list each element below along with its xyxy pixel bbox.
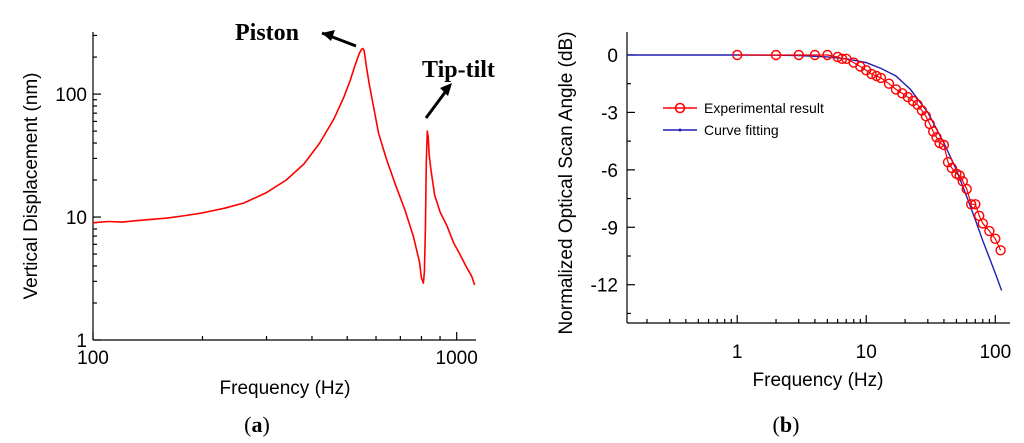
annotation-tip-tilt: Tip-tilt <box>422 57 495 83</box>
panel-b-experimental-point <box>938 139 950 151</box>
panel-b-experimental-point <box>990 233 1001 245</box>
panel-a-series <box>92 47 476 286</box>
panel-a-chart: 100 1000 1 10 100 Piston Tip-tilt Frequency … <box>21 20 495 437</box>
panel-a-x-tick-label: 100 <box>77 348 109 369</box>
panel-b-series <box>627 49 1006 291</box>
panel-b-experimental-point <box>984 225 995 237</box>
panel-b-experimental-point <box>883 78 895 89</box>
panel-b-experimental-point <box>931 132 942 143</box>
panel-a-y-axis-title: Vertical Displacement (nm) <box>21 72 42 299</box>
legend-curve-label: Curve fitting <box>704 122 779 138</box>
panel-b-experimental-point <box>793 49 804 61</box>
panel-a-response-line <box>92 47 476 286</box>
panel-b-y-tick-label: 0 <box>607 46 618 67</box>
legend-curve-marker <box>678 128 682 132</box>
panel-a-label: (a) <box>244 412 270 437</box>
panel-b-y-tick-label: -9 <box>601 218 618 239</box>
panel-b-experimental-point <box>928 126 939 137</box>
panel-b-chart: 1 10 100 0 -3 -6 -9 -12 Experimental result Cur… <box>556 31 1011 437</box>
panel-a-x-tick-label: 1000 <box>436 348 478 369</box>
panel-a-y-tick-label: 1 <box>76 331 87 352</box>
panel-a-ticks: 100 1000 1 10 100 <box>55 34 478 369</box>
panel-b-experimental-point <box>866 68 877 80</box>
panel-b-y-tick-label: -3 <box>601 103 618 124</box>
panel-b-x-tick-label: 1 <box>732 342 743 363</box>
panel-b-label: (b) <box>773 412 800 437</box>
annotation-piston-arrowhead <box>322 30 335 41</box>
panel-b-experimental-point <box>822 49 833 61</box>
panel-b-y-tick-label: -6 <box>601 161 618 182</box>
legend-experimental-marker <box>674 102 686 114</box>
panel-b-y-axis-title: Normalized Optical Scan Angle (dB) <box>556 31 577 334</box>
panel-b-plot-area <box>626 32 1010 324</box>
panel-b-experimental-point <box>961 183 972 195</box>
annotation-piston: Piston <box>235 20 299 46</box>
panel-b-x-tick-label: 100 <box>979 342 1011 363</box>
panel-a-plot-area <box>92 32 476 341</box>
panel-b-experimental-point <box>970 199 981 210</box>
panel-b-experimental-point <box>809 49 821 61</box>
panel-b-experimental-point <box>732 49 743 61</box>
panel-a-x-axis-title: Frequency (Hz) <box>220 378 351 399</box>
panel-a-annotations: Piston Tip-tilt <box>235 20 495 119</box>
panel-b-experimental-point <box>966 199 977 210</box>
panel-b-experimental-point <box>836 53 848 64</box>
panel-b-experimental-point <box>770 49 782 61</box>
panel-b-x-axis-title: Frequency (Hz) <box>753 370 884 391</box>
panel-b-experimental-point <box>954 170 965 181</box>
panel-b-x-tick-label: 10 <box>856 342 877 363</box>
panel-b-experimental-point <box>875 72 887 84</box>
annotation-tip-tilt-arrowhead <box>440 83 452 96</box>
panel-b-y-tick-label: -12 <box>591 276 618 297</box>
panel-b-curve-fitting-line <box>627 54 1003 291</box>
legend-experimental-label: Experimental result <box>704 100 824 116</box>
panel-b-legend: Experimental result Curve fitting <box>663 100 824 138</box>
panel-b-experimental-line <box>737 54 1002 251</box>
panel-a-y-tick-label: 10 <box>66 208 87 229</box>
panel-b-experimental-point <box>995 245 1006 256</box>
panel-b-ticks: 1 10 100 0 -3 -6 -9 -12 <box>591 46 1012 363</box>
panel-a-y-tick-label: 100 <box>55 85 87 106</box>
panel-b-experimental-point <box>977 218 988 229</box>
